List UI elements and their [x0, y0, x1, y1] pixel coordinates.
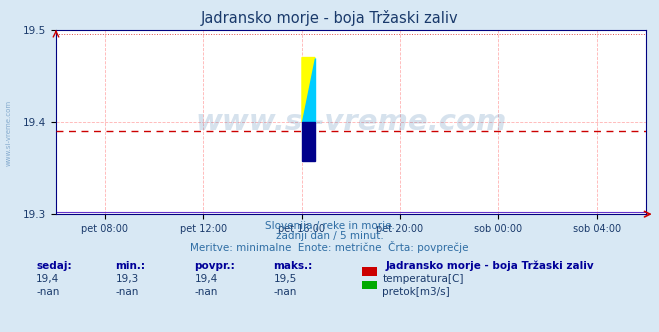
Polygon shape	[302, 57, 315, 122]
Text: Meritve: minimalne  Enote: metrične  Črta: povprečje: Meritve: minimalne Enote: metrične Črta:…	[190, 241, 469, 253]
Text: min.:: min.:	[115, 261, 146, 271]
Text: Jadransko morje - boja Tržaski zaliv: Jadransko morje - boja Tržaski zaliv	[386, 261, 594, 271]
Text: 19,4: 19,4	[36, 274, 59, 284]
Text: www.si-vreme.com: www.si-vreme.com	[5, 100, 12, 166]
Text: -nan: -nan	[273, 287, 297, 297]
Text: -nan: -nan	[115, 287, 138, 297]
Text: pretok[m3/s]: pretok[m3/s]	[382, 287, 450, 297]
Text: Jadransko morje - boja Tržaski zaliv: Jadransko morje - boja Tržaski zaliv	[201, 10, 458, 26]
Text: 19,4: 19,4	[194, 274, 217, 284]
Text: sedaj:: sedaj:	[36, 261, 72, 271]
Text: povpr.:: povpr.:	[194, 261, 235, 271]
Text: temperatura[C]: temperatura[C]	[382, 274, 464, 284]
Text: 19,5: 19,5	[273, 274, 297, 284]
Text: www.si-vreme.com: www.si-vreme.com	[195, 108, 507, 136]
Text: zadnji dan / 5 minut.: zadnji dan / 5 minut.	[275, 231, 384, 241]
Text: 19,3: 19,3	[115, 274, 138, 284]
Text: -nan: -nan	[36, 287, 59, 297]
Text: -nan: -nan	[194, 287, 217, 297]
Polygon shape	[302, 57, 315, 122]
Bar	[302, 122, 315, 161]
Text: maks.:: maks.:	[273, 261, 313, 271]
Text: Slovenija / reke in morje.: Slovenija / reke in morje.	[264, 221, 395, 231]
